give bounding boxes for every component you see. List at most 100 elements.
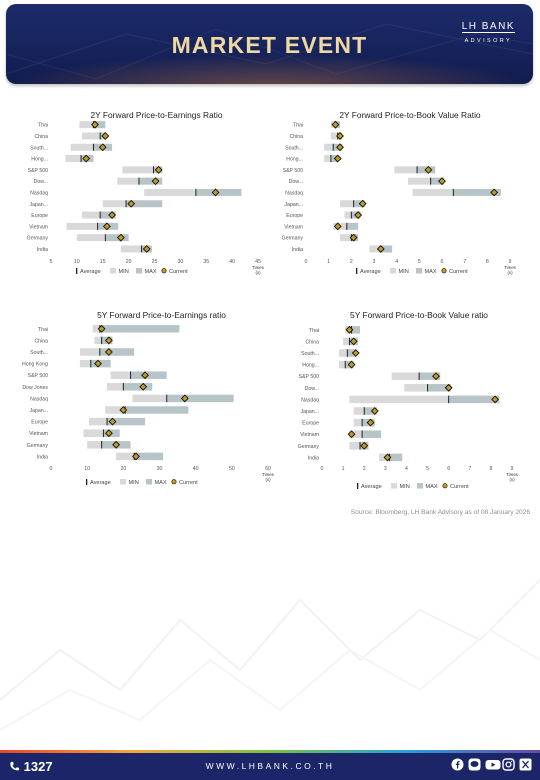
current-marker — [354, 211, 363, 219]
max-bar — [99, 348, 135, 356]
youtube-icon[interactable] — [485, 758, 501, 771]
min-bar — [79, 359, 91, 368]
min-bar — [94, 336, 102, 345]
website-link[interactable]: WWW.LHBANK.CO.TH — [205, 761, 335, 771]
current-marker — [142, 245, 151, 253]
hotline[interactable]: 1327 — [9, 759, 53, 774]
legend-current-label: Current — [169, 269, 188, 275]
line-icon[interactable] — [468, 758, 481, 771]
current-marker — [119, 406, 128, 414]
legend-current-label: Current — [450, 484, 469, 490]
min-bar — [353, 407, 365, 415]
current-marker — [349, 337, 358, 346]
x-tick-label: 8 — [486, 259, 489, 265]
category-label: Germany — [27, 236, 49, 242]
max-bar — [448, 395, 500, 404]
min-bar — [83, 429, 104, 437]
min-bar — [353, 418, 363, 427]
legend-min-label: MIN — [399, 269, 409, 275]
category-label: Japan... — [30, 408, 48, 414]
average-marker — [448, 395, 450, 404]
legend-current-label: Current — [179, 480, 198, 486]
current-marker — [347, 360, 356, 369]
category-label: Thai — [309, 328, 319, 334]
current-marker — [151, 177, 160, 186]
max-bar — [347, 349, 356, 357]
max-bar — [364, 407, 377, 415]
legend-current-label: Current — [449, 269, 468, 275]
legend-min-swatch — [110, 268, 116, 274]
category-label: South... — [301, 351, 319, 357]
legend-average-swatch — [357, 483, 359, 489]
facebook-icon[interactable] — [451, 758, 464, 771]
x-tick-label: 7 — [463, 259, 466, 265]
max-bar — [126, 200, 163, 208]
average-marker — [80, 155, 82, 163]
x-tick-label: 9 — [509, 259, 512, 265]
current-marker — [97, 324, 106, 333]
max-bar — [430, 177, 445, 185]
min-bar — [404, 384, 428, 392]
category-label: Dow... — [34, 179, 48, 185]
current-marker — [345, 325, 354, 334]
max-bar — [351, 326, 360, 334]
average-marker — [348, 337, 350, 346]
brand-logo: LH BANK ADVISORY — [461, 21, 515, 44]
x-tick-label: 1 — [327, 259, 330, 265]
category-label: China — [289, 134, 303, 140]
x-tick-label: 6 — [447, 466, 450, 472]
category-label: Dow... — [289, 179, 303, 185]
current-marker — [91, 120, 99, 129]
instagram-icon[interactable] — [502, 758, 515, 771]
average-marker — [122, 383, 124, 391]
average-marker — [101, 441, 103, 449]
legend-max-label: MAX — [425, 269, 437, 275]
legend-max-swatch — [146, 479, 152, 485]
category-label: Europe — [302, 421, 319, 427]
max-bar — [389, 453, 403, 462]
min-bar — [102, 200, 127, 208]
legend-average-label: Average — [90, 480, 111, 486]
x-tick-label: 20 — [120, 466, 126, 472]
legend-min-label: MIN — [129, 480, 139, 486]
min-bar — [70, 143, 94, 151]
category-label: Thai — [38, 123, 48, 129]
average-marker — [346, 349, 348, 357]
average-marker — [102, 429, 104, 437]
current-marker — [112, 440, 121, 449]
category-label: Nasdaq — [301, 397, 319, 403]
min-bar — [110, 371, 131, 379]
max-bar — [123, 383, 153, 391]
current-marker — [132, 452, 140, 461]
min-bar — [349, 430, 363, 438]
category-label: Vietnam — [29, 224, 48, 230]
category-label: Germany — [282, 236, 304, 242]
x-tick-label: 40 — [193, 466, 199, 472]
min-bar — [79, 348, 100, 356]
axis-unit-label: Times — [252, 265, 265, 270]
min-bar — [65, 155, 82, 163]
average-marker — [92, 143, 94, 151]
chart-title: 2Y Forward Price-to-Book Value Ratio — [339, 110, 481, 120]
min-bar — [340, 200, 354, 208]
category-label: China — [34, 338, 48, 344]
average-marker — [353, 200, 355, 208]
average-marker — [99, 132, 101, 140]
min-bar — [107, 383, 124, 391]
category-label: India — [37, 454, 48, 460]
category-label: Thai — [38, 327, 48, 333]
category-label: Vietnam — [300, 432, 319, 438]
x-tick-label: 30 — [157, 466, 163, 472]
min-bar — [324, 143, 334, 151]
header-banner: MARKET EVENT LH BANK ADVISORY — [6, 4, 533, 84]
page-title: MARKET EVENT — [171, 32, 368, 58]
min-bar — [132, 394, 167, 403]
category-label: Europe — [31, 420, 48, 426]
average-marker — [152, 166, 154, 174]
category-label: Germany — [298, 444, 320, 450]
max-bar — [125, 406, 189, 414]
min-bar — [105, 406, 126, 414]
x-icon[interactable] — [519, 758, 532, 771]
category-label: Vietnam — [284, 224, 303, 230]
max-bar — [419, 372, 441, 380]
